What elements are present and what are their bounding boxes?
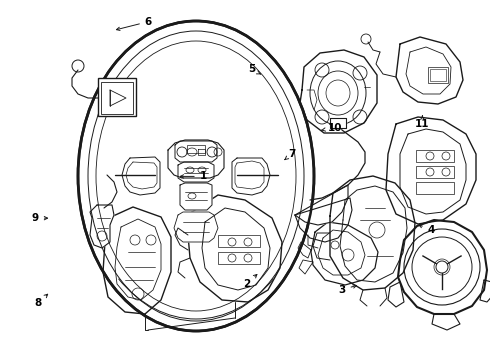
Polygon shape — [386, 117, 476, 224]
Text: 10: 10 — [322, 123, 342, 133]
Bar — [416, 166, 454, 178]
Bar — [101, 82, 133, 114]
Polygon shape — [295, 185, 348, 225]
Bar — [98, 78, 136, 116]
Text: 9: 9 — [32, 213, 48, 223]
Polygon shape — [188, 195, 282, 302]
Text: 8: 8 — [34, 294, 48, 309]
Text: 11: 11 — [415, 116, 430, 129]
Bar — [430, 69, 446, 81]
Polygon shape — [330, 118, 346, 128]
Polygon shape — [103, 207, 171, 314]
Text: 6: 6 — [117, 17, 152, 31]
Polygon shape — [178, 162, 214, 182]
Polygon shape — [311, 222, 378, 285]
Bar — [416, 150, 454, 162]
Text: 2: 2 — [243, 274, 257, 289]
Bar — [218, 235, 260, 247]
Ellipse shape — [436, 261, 448, 273]
Text: 7: 7 — [285, 149, 295, 159]
Ellipse shape — [78, 21, 314, 331]
Bar — [187, 145, 205, 153]
Text: 3: 3 — [339, 285, 356, 295]
Polygon shape — [398, 220, 487, 314]
Polygon shape — [396, 37, 463, 104]
Polygon shape — [330, 176, 415, 290]
Polygon shape — [90, 205, 114, 248]
Bar — [218, 252, 260, 264]
Polygon shape — [180, 183, 212, 210]
Text: 1: 1 — [180, 171, 207, 181]
Polygon shape — [300, 50, 377, 133]
Polygon shape — [232, 158, 270, 195]
Polygon shape — [168, 140, 224, 178]
Bar — [428, 67, 448, 83]
Polygon shape — [122, 157, 160, 195]
Bar — [416, 182, 454, 194]
Text: 4: 4 — [419, 225, 435, 235]
Polygon shape — [174, 212, 218, 242]
Text: 5: 5 — [248, 64, 261, 75]
